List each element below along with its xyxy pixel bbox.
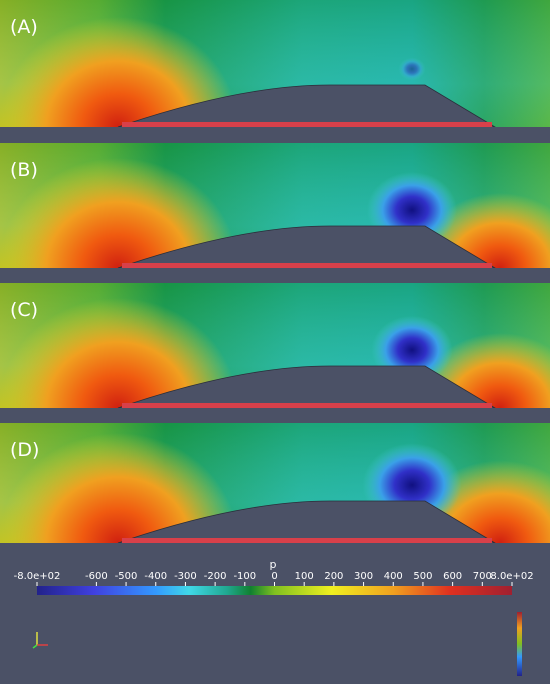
colorbar-title: p [270, 558, 277, 571]
field [0, 0, 550, 140]
tick-label: 300 [354, 571, 373, 582]
body [117, 365, 497, 409]
tick-label: 100 [295, 571, 314, 582]
panel-label: (D) [10, 439, 39, 461]
red-strip [122, 538, 492, 543]
body [117, 84, 497, 128]
body [117, 500, 497, 544]
tick-label: 700 [473, 571, 492, 582]
tick-label: -100 [233, 571, 256, 582]
tick-label: -200 [204, 571, 227, 582]
panel: (A) [0, 0, 550, 140]
ground [0, 127, 550, 140]
mini-colorbar [517, 612, 522, 676]
tick-label: 400 [384, 571, 403, 582]
panel-label: (A) [10, 16, 38, 38]
body [117, 225, 497, 269]
tick-label: 500 [413, 571, 432, 582]
axes-glyph [32, 632, 48, 649]
ground [0, 268, 550, 281]
field [0, 143, 550, 281]
low-pressure [398, 57, 426, 81]
tick-label: -400 [144, 571, 167, 582]
panel-label: (C) [10, 299, 38, 321]
panel: (B) [0, 143, 550, 281]
panel: (D) [0, 423, 550, 556]
tick-label: -600 [85, 571, 108, 582]
red-strip [122, 263, 492, 268]
ground [0, 408, 550, 421]
panel: (C) [0, 283, 550, 421]
ground [0, 543, 550, 556]
tick-label: -300 [174, 571, 197, 582]
red-strip [122, 403, 492, 408]
colorbar: p -8.0e+02 -600 -500 -400 -300 -200 -100 0 100 20… [14, 558, 534, 595]
field [0, 283, 550, 421]
tick-label: 0 [271, 571, 277, 582]
colorbar-bar [37, 586, 512, 595]
panel-label: (B) [10, 159, 38, 181]
tick-label: -500 [115, 571, 138, 582]
field [0, 423, 550, 556]
tick-label: 200 [324, 571, 343, 582]
red-strip [122, 122, 492, 127]
tick-label: 600 [443, 571, 462, 582]
tick-label: 8.0e+02 [490, 571, 533, 582]
tick-label: -8.0e+02 [14, 571, 61, 582]
